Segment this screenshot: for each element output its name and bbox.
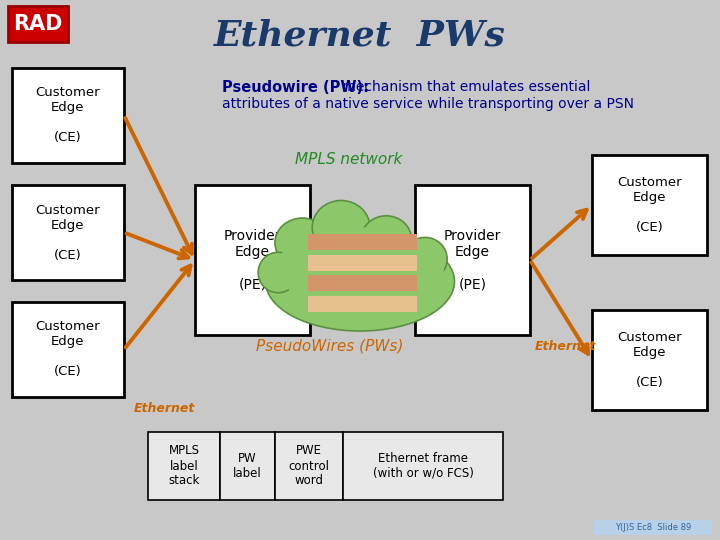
Text: Customer
Edge

(CE): Customer Edge (CE) xyxy=(617,176,682,234)
Text: mechanism that emulates essential: mechanism that emulates essential xyxy=(338,80,590,94)
Bar xyxy=(308,254,417,271)
Text: Provider
Edge

(PE): Provider Edge (PE) xyxy=(224,229,282,291)
Text: Customer
Edge

(CE): Customer Edge (CE) xyxy=(36,86,100,145)
Ellipse shape xyxy=(266,232,454,331)
Text: Customer
Edge

(CE): Customer Edge (CE) xyxy=(617,331,682,389)
FancyBboxPatch shape xyxy=(8,6,68,42)
FancyBboxPatch shape xyxy=(148,432,220,500)
FancyBboxPatch shape xyxy=(415,185,530,335)
Text: attributes of a native service while transporting over a PSN: attributes of a native service while tra… xyxy=(222,97,634,111)
Bar xyxy=(308,275,417,291)
Text: PW
label: PW label xyxy=(233,452,262,480)
Ellipse shape xyxy=(361,216,411,262)
FancyBboxPatch shape xyxy=(275,432,343,500)
FancyBboxPatch shape xyxy=(12,302,124,397)
Text: Customer
Edge

(CE): Customer Edge (CE) xyxy=(36,321,100,379)
Ellipse shape xyxy=(275,218,330,267)
FancyBboxPatch shape xyxy=(592,310,707,410)
Text: Customer
Edge

(CE): Customer Edge (CE) xyxy=(36,204,100,261)
FancyBboxPatch shape xyxy=(594,520,712,535)
Bar xyxy=(308,296,417,312)
Text: MPLS network: MPLS network xyxy=(295,152,402,167)
Text: Pseudowire (PW):: Pseudowire (PW): xyxy=(222,80,369,95)
Text: Provider
Edge

(PE): Provider Edge (PE) xyxy=(444,229,501,291)
Text: Ethernet: Ethernet xyxy=(535,340,596,353)
Text: RAD: RAD xyxy=(13,14,63,34)
Text: Y(J)S Ec8  Slide 89: Y(J)S Ec8 Slide 89 xyxy=(615,523,691,532)
FancyBboxPatch shape xyxy=(343,432,503,500)
Ellipse shape xyxy=(403,238,447,281)
Text: PseudoWires (PWs): PseudoWires (PWs) xyxy=(256,338,404,353)
Text: PWE
control
word: PWE control word xyxy=(289,444,330,488)
FancyBboxPatch shape xyxy=(220,432,275,500)
Text: Ethernet  PWs: Ethernet PWs xyxy=(214,18,506,52)
Text: MPLS
label
stack: MPLS label stack xyxy=(168,444,199,488)
FancyBboxPatch shape xyxy=(592,155,707,255)
Text: Ethernet frame
(with or w/o FCS): Ethernet frame (with or w/o FCS) xyxy=(372,452,474,480)
FancyBboxPatch shape xyxy=(12,68,124,163)
Text: Ethernet: Ethernet xyxy=(134,402,195,415)
Ellipse shape xyxy=(276,227,444,308)
Ellipse shape xyxy=(258,252,298,293)
FancyBboxPatch shape xyxy=(12,185,124,280)
FancyBboxPatch shape xyxy=(195,185,310,335)
Bar xyxy=(308,234,417,250)
Ellipse shape xyxy=(312,200,370,254)
